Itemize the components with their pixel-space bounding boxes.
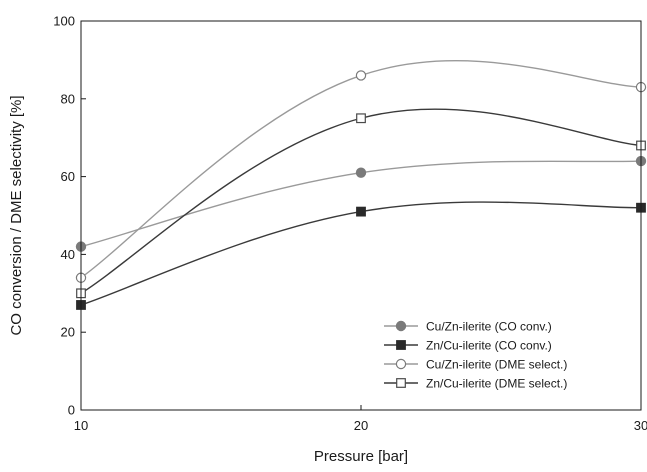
legend-item: Zn/Cu-ilerite (DME select.) xyxy=(384,377,567,391)
y-axis-title: CO conversion / DME selectivity [%] xyxy=(8,95,25,335)
legend-label: Zn/Cu-ilerite (CO conv.) xyxy=(426,339,552,353)
legend-marker xyxy=(395,358,407,370)
y-tick-label: 40 xyxy=(61,247,75,262)
axes: 0 20 40 60 80 100 10 20 30 xyxy=(53,14,647,434)
legend-marker xyxy=(395,320,407,332)
x-axis-title: Pressure [bar] xyxy=(314,448,408,465)
data-point xyxy=(355,167,367,178)
legend-item: Cu/Zn-ilerite (CO conv.) xyxy=(384,320,552,334)
series-layer xyxy=(75,60,647,310)
y-tick-label: 100 xyxy=(53,14,75,29)
legend-item: Zn/Cu-ilerite (CO conv.) xyxy=(384,339,552,353)
series-4 xyxy=(76,108,646,299)
legend-marker xyxy=(396,378,406,388)
y-tick-label: 0 xyxy=(68,403,75,418)
series-line xyxy=(80,108,642,294)
data-point xyxy=(356,113,366,124)
data-point xyxy=(356,206,366,217)
series-line xyxy=(80,201,642,306)
y-tick-label: 60 xyxy=(61,169,75,184)
legend-item: Cu/Zn-ilerite (DME select.) xyxy=(384,358,567,372)
legend-marker xyxy=(396,340,406,350)
x-tick-label: 10 xyxy=(74,418,88,433)
legend-label: Zn/Cu-ilerite (DME select.) xyxy=(426,377,567,391)
legend-label: Cu/Zn-ilerite (DME select.) xyxy=(426,358,567,372)
legend: Cu/Zn-ilerite (CO conv.) Zn/Cu-ilerite (C… xyxy=(384,320,567,391)
x-tick-label: 20 xyxy=(354,418,368,433)
x-tick-label: 30 xyxy=(634,418,647,433)
data-point xyxy=(355,70,367,81)
series-2 xyxy=(76,201,646,310)
y-tick-label: 20 xyxy=(61,325,75,340)
legend-label: Cu/Zn-ilerite (CO conv.) xyxy=(426,320,552,334)
y-tick-label: 80 xyxy=(61,91,75,106)
